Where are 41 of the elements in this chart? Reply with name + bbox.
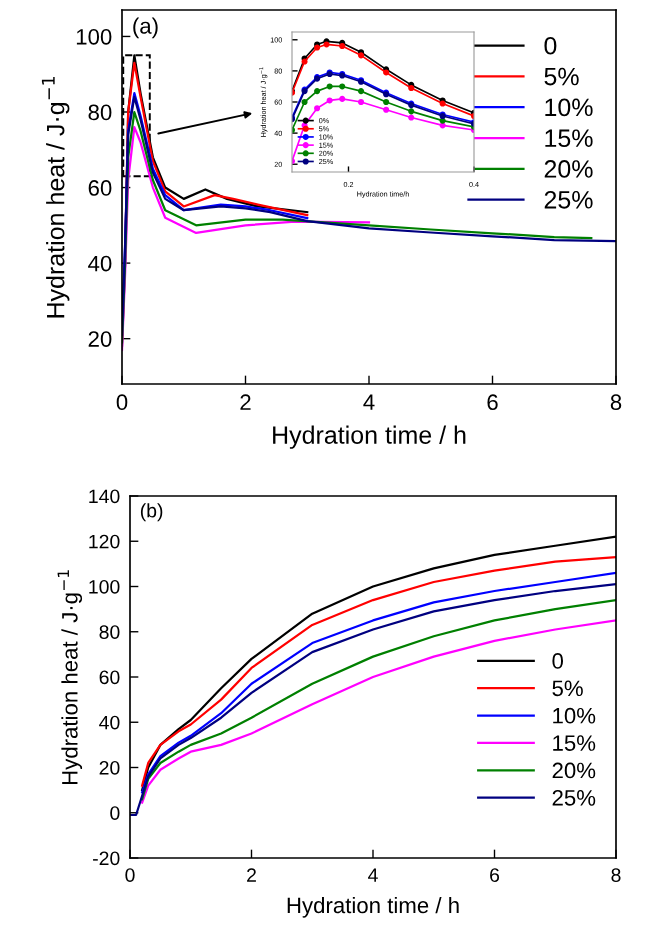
legend-label: 20% bbox=[544, 160, 593, 178]
chart-title: (a) bbox=[133, 17, 158, 39]
x-tick-label: 2 bbox=[247, 868, 256, 882]
x-tick-label: 8 bbox=[610, 394, 622, 411]
y-tick-label: 120 bbox=[89, 534, 120, 549]
legend-label: 15% bbox=[553, 735, 596, 751]
x-tick-label: 0 bbox=[125, 868, 135, 882]
x-tick-label: 6 bbox=[490, 868, 500, 882]
x-axis-title: Hydration time / h bbox=[273, 425, 466, 449]
x-tick-label: 4 bbox=[363, 394, 375, 410]
y-tick-label: 80 bbox=[99, 625, 120, 639]
legend-label: 20% bbox=[552, 762, 596, 779]
y-tick-label: 40 bbox=[88, 255, 112, 272]
x-tick-label: 8 bbox=[611, 868, 621, 882]
x-axis-title: Hydration time / h bbox=[287, 896, 459, 918]
y-tick-label: 20 bbox=[88, 331, 112, 347]
legend-label: 10% bbox=[545, 98, 593, 117]
legend-label: 10% bbox=[553, 707, 596, 724]
y-tick-label: 80 bbox=[88, 104, 112, 121]
legend-label: 5% bbox=[552, 680, 583, 697]
legend-label: 0 bbox=[552, 653, 564, 669]
y-tick-label: 60 bbox=[88, 180, 112, 196]
chart-title: (b) bbox=[140, 503, 163, 522]
y-tick-label: 0 bbox=[110, 806, 120, 820]
x-tick-label: 2 bbox=[240, 394, 251, 410]
y-axis-title: Hydration heat / J·g$^{−1}$ bbox=[57, 570, 83, 785]
legend-label: 0 bbox=[544, 36, 557, 55]
y-tick-label: 100 bbox=[89, 579, 120, 594]
x-tick-label: 6 bbox=[487, 394, 498, 411]
legend-label: 15% bbox=[545, 129, 593, 148]
y-tick-label: 140 bbox=[89, 489, 120, 504]
legend-label: 25% bbox=[544, 190, 593, 209]
y-axis-title: Hydration heat / J·g$^{−1}$ bbox=[41, 76, 70, 318]
y-tick-label: 100 bbox=[76, 28, 112, 45]
y-tick-label: 40 bbox=[99, 715, 120, 730]
y-tick-label: 60 bbox=[99, 670, 120, 685]
legend-label: 5% bbox=[544, 67, 579, 86]
y-tick-label: 20 bbox=[99, 760, 120, 775]
y-tick-label: -20 bbox=[93, 851, 120, 866]
x-tick-label: 4 bbox=[368, 868, 378, 882]
legend-label: 25% bbox=[552, 789, 596, 806]
